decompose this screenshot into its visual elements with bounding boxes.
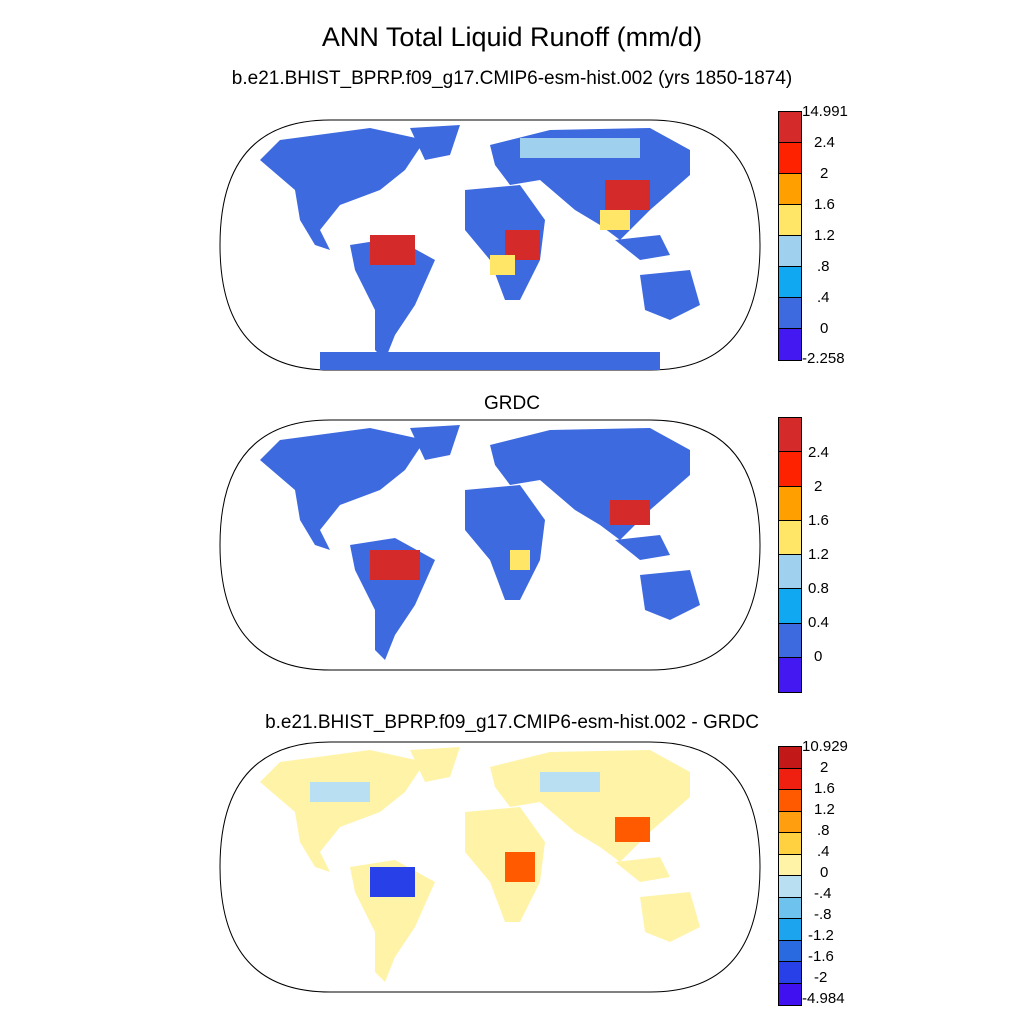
cb3-label: -2 (814, 969, 828, 986)
panel-1-subtitle: b.e21.BHIST_BPRP.f09_g17.CMIP6-esm-hist.… (231, 68, 793, 89)
colorbar-segment (779, 112, 801, 143)
cb2-label: 2 (814, 478, 823, 495)
cb3-label: -.8 (814, 906, 832, 923)
figure-title: ANN Total Liquid Runoff (mm/d) (321, 22, 703, 52)
panel-1-colorbar (778, 111, 802, 361)
panel-2-subtitle: GRDC (484, 393, 540, 414)
cb3-label: -.4 (814, 885, 832, 902)
cb1-label: 14.991 (802, 103, 848, 120)
cb1-label: -2.258 (802, 350, 845, 367)
cb1-label: 0 (820, 320, 829, 337)
colorbar-segment (779, 657, 801, 692)
colorbar-segment (779, 555, 801, 590)
colorbar-segment (779, 143, 801, 174)
colorbar-segment (779, 486, 801, 521)
colorbar-segment (779, 236, 801, 267)
colorbar-segment (779, 940, 801, 962)
cb3-label: 1.2 (814, 801, 835, 818)
colorbar-segment (779, 876, 801, 898)
colorbar-segment (779, 854, 801, 876)
colorbar-segment (779, 962, 801, 984)
cb2-label: 0.4 (808, 614, 829, 631)
colorbar-segment (779, 418, 801, 453)
colorbar-segment (779, 897, 801, 919)
cb1-label: 2 (820, 165, 829, 182)
colorbar-segment (779, 205, 801, 236)
colorbar-segment (779, 747, 801, 769)
colorbar-segment (779, 452, 801, 487)
colorbar-segment (779, 790, 801, 812)
colorbar-segment (779, 174, 801, 205)
colorbar-segment (779, 267, 801, 298)
cb3-label: 0 (820, 864, 829, 881)
cb1-label: .8 (817, 258, 830, 275)
cb3-label: -4.984 (802, 990, 845, 1007)
colorbar-segment (779, 520, 801, 555)
panel-2-map (219, 419, 761, 671)
cb2-label: 2.4 (808, 444, 829, 461)
cb2-label: 1.2 (808, 546, 829, 563)
colorbar-segment (779, 589, 801, 624)
panel-3-colorbar (778, 746, 802, 1006)
cb1-label: 1.6 (814, 196, 835, 213)
colorbar-segment (779, 329, 801, 360)
cb2-label: 1.6 (808, 512, 829, 529)
colorbar-segment (779, 768, 801, 790)
colorbar-segment (779, 811, 801, 833)
cb3-label: -1.2 (808, 927, 834, 944)
cb1-label: .4 (817, 289, 830, 306)
panel-1-map (219, 119, 761, 371)
cb1-label: 1.2 (814, 227, 835, 244)
cb3-label: .8 (817, 822, 830, 839)
colorbar-segment (779, 919, 801, 941)
panel-2-colorbar (778, 417, 802, 693)
cb2-label: 0.8 (808, 580, 829, 597)
cb3-label: 1.6 (814, 780, 835, 797)
colorbar-segment (779, 623, 801, 658)
cb3-label: .4 (817, 843, 830, 860)
colorbar-segment (779, 298, 801, 329)
cb3-label: -1.6 (808, 948, 834, 965)
cb1-label: 2.4 (814, 134, 835, 151)
cb2-label: 0 (814, 648, 823, 665)
panel-3-map (219, 741, 761, 993)
colorbar-segment (779, 833, 801, 855)
cb3-label: 2 (820, 759, 829, 776)
colorbar-segment (779, 983, 801, 1005)
cb3-label: 10.929 (802, 738, 848, 755)
panel-3-subtitle: b.e21.BHIST_BPRP.f09_g17.CMIP6-esm-hist.… (265, 712, 759, 733)
